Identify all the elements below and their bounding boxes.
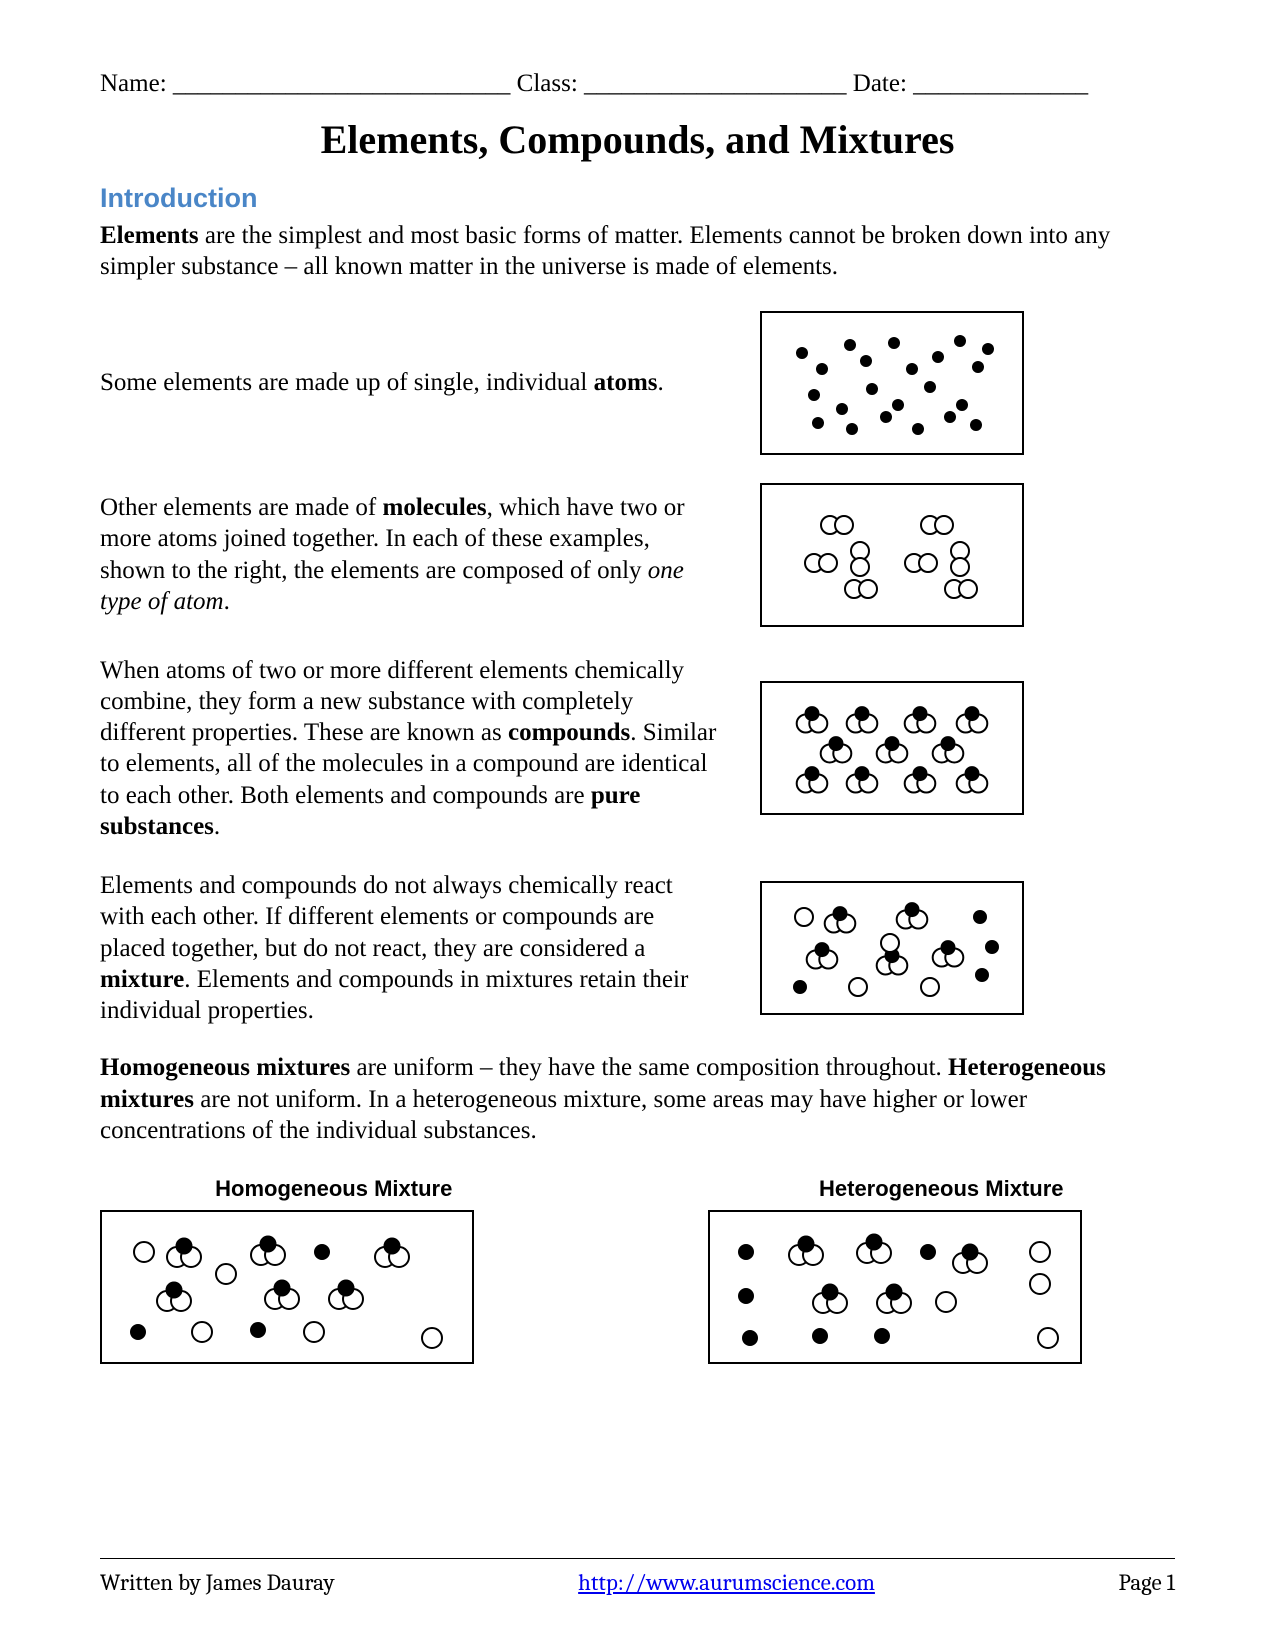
heterogeneous-label: Heterogeneous Mixture bbox=[708, 1176, 1176, 1202]
intro-paragraph: Elements are the simplest and most basic… bbox=[100, 220, 1175, 283]
footer: Written by James Dauray http://www.aurum… bbox=[100, 1558, 1175, 1596]
mixture-paragraph: Elements and compounds do not always che… bbox=[100, 870, 720, 1026]
homogeneous-label: Homogeneous Mixture bbox=[100, 1176, 568, 1202]
footer-link[interactable]: http://www.aurumscience.com bbox=[578, 1569, 875, 1596]
atoms-diagram-container bbox=[760, 311, 1030, 455]
mixture-diagram-container bbox=[760, 881, 1030, 1015]
footer-author: Written by James Dauray bbox=[100, 1569, 335, 1596]
intro-text: are the simplest and most basic forms of… bbox=[100, 222, 1110, 280]
footer-page: Page 1 bbox=[1119, 1569, 1175, 1596]
compounds-paragraph: When atoms of two or more different elem… bbox=[100, 655, 720, 843]
molecules-paragraph: Other elements are made of molecules, wh… bbox=[100, 492, 720, 617]
heterogeneous-column: Heterogeneous Mixture bbox=[708, 1176, 1176, 1364]
homo-hetero-paragraph: Homogeneous mixtures are uniform – they … bbox=[100, 1052, 1175, 1146]
bold-compounds: compounds bbox=[508, 719, 630, 746]
atoms-paragraph: Some elements are made up of single, ind… bbox=[100, 367, 720, 398]
page-title: Elements, Compounds, and Mixtures bbox=[100, 116, 1175, 163]
atoms-diagram bbox=[760, 311, 1024, 455]
molecules-diagram-container bbox=[760, 483, 1030, 627]
bold-mixture: mixture bbox=[100, 966, 184, 993]
name-label: Name: ___________________________ bbox=[100, 70, 510, 97]
homogeneous-column: Homogeneous Mixture bbox=[100, 1176, 568, 1364]
bold-elements: Elements bbox=[100, 222, 199, 249]
bold-molecules: molecules bbox=[383, 494, 487, 521]
section-heading-introduction: Introduction bbox=[100, 183, 1175, 214]
compounds-diagram bbox=[760, 681, 1024, 815]
class-label: Class: _____________________ bbox=[517, 70, 847, 97]
compounds-diagram-container bbox=[760, 681, 1030, 815]
heterogeneous-diagram bbox=[708, 1210, 1082, 1364]
mixture-diagram bbox=[760, 881, 1024, 1015]
homogeneous-diagram bbox=[100, 1210, 474, 1364]
date-label: Date: ______________ bbox=[853, 70, 1088, 97]
header-fields: Name: ___________________________ Class:… bbox=[100, 70, 1175, 98]
molecules-diagram bbox=[760, 483, 1024, 627]
bold-homogeneous: Homogeneous mixtures bbox=[100, 1054, 350, 1081]
bold-atoms: atoms bbox=[594, 369, 658, 396]
